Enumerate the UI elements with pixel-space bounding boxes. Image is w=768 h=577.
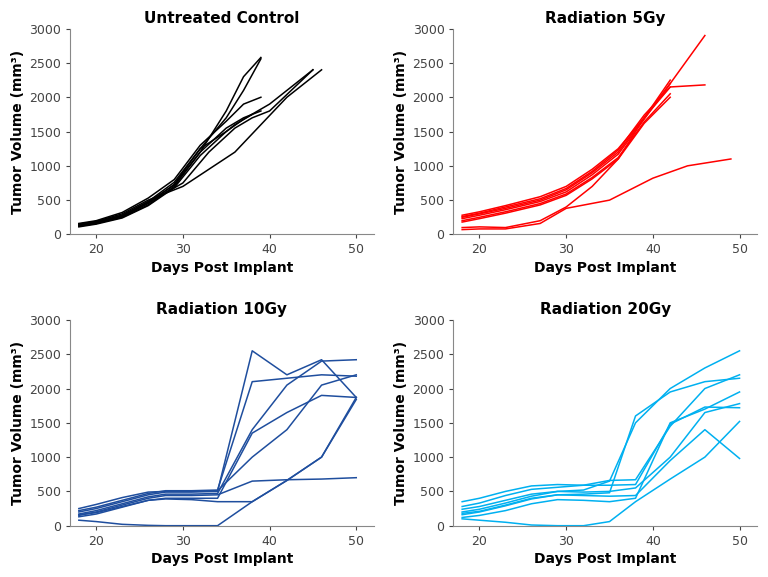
X-axis label: Days Post Implant: Days Post Implant xyxy=(534,552,677,566)
X-axis label: Days Post Implant: Days Post Implant xyxy=(151,552,293,566)
X-axis label: Days Post Implant: Days Post Implant xyxy=(151,261,293,275)
Y-axis label: Tumor Volume (mm³): Tumor Volume (mm³) xyxy=(11,50,25,213)
Title: Radiation 5Gy: Radiation 5Gy xyxy=(545,11,665,26)
Title: Untreated Control: Untreated Control xyxy=(144,11,300,26)
Y-axis label: Tumor Volume (mm³): Tumor Volume (mm³) xyxy=(395,50,409,213)
Y-axis label: Tumor Volume (mm³): Tumor Volume (mm³) xyxy=(395,341,409,505)
Y-axis label: Tumor Volume (mm³): Tumor Volume (mm³) xyxy=(11,341,25,505)
Title: Radiation 20Gy: Radiation 20Gy xyxy=(540,302,670,317)
X-axis label: Days Post Implant: Days Post Implant xyxy=(534,261,677,275)
Title: Radiation 10Gy: Radiation 10Gy xyxy=(157,302,287,317)
